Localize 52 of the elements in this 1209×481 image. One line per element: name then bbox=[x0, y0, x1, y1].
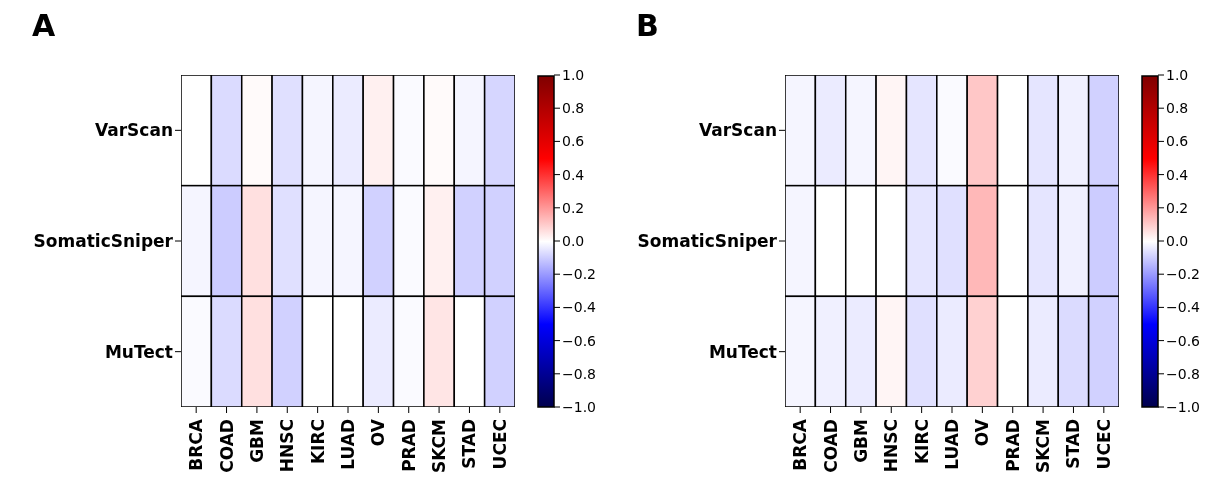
color-bar-label: 0.8 bbox=[562, 100, 585, 117]
color-bar-label: 0.4 bbox=[1166, 166, 1189, 183]
color-bar-label: 1.0 bbox=[562, 66, 585, 83]
color-bar-label: 0.2 bbox=[562, 199, 585, 216]
chart-title: B bbox=[636, 8, 659, 43]
color-bar-label: −0.4 bbox=[1166, 299, 1201, 316]
x-tick-label: BRCA bbox=[186, 418, 207, 471]
x-tick-label: STAD bbox=[1063, 419, 1084, 469]
color-bar-label: −0.2 bbox=[562, 266, 596, 283]
x-tick-label: UCEC bbox=[1093, 419, 1114, 470]
chart-title: A bbox=[32, 8, 56, 43]
x-tick-label: KIRC bbox=[911, 419, 932, 465]
x-tick-label: OV bbox=[972, 418, 993, 447]
y-tick-label: MuTect bbox=[104, 341, 173, 362]
x-tick-label: BRCA bbox=[790, 418, 811, 471]
color-bar-label: −1.0 bbox=[1166, 398, 1200, 415]
x-tick-label: KIRC bbox=[307, 419, 328, 465]
y-tick-label: SomaticSniper bbox=[637, 231, 778, 252]
x-tick-label: LUAD bbox=[942, 419, 962, 470]
x-tick-label: OV bbox=[368, 418, 389, 447]
color-bar-label: −0.2 bbox=[1166, 266, 1200, 283]
x-tick-label: HNSC bbox=[277, 419, 298, 473]
y-tick-label: SomaticSniper bbox=[33, 231, 174, 252]
x-tick-label: COAD bbox=[820, 419, 841, 473]
color-bar-label: 0.0 bbox=[1166, 232, 1189, 249]
color-bar-label: −1.0 bbox=[562, 398, 596, 415]
color-bar-label: 0.4 bbox=[562, 166, 585, 183]
color-bar-label: −0.8 bbox=[562, 365, 596, 382]
x-tick-label: PRAD bbox=[398, 419, 419, 472]
color-bar-label: 0.8 bbox=[1166, 100, 1189, 117]
x-tick-label: GBM bbox=[850, 419, 871, 463]
color-bar-label: 1.0 bbox=[1166, 66, 1189, 83]
x-tick-label: LUAD bbox=[338, 419, 358, 470]
y-tick-label: VarScan bbox=[95, 120, 173, 141]
y-tick-label: MuTect bbox=[708, 341, 777, 362]
color-bar-label: 0.6 bbox=[1166, 133, 1189, 150]
color-bar-label: 0.6 bbox=[562, 133, 585, 150]
color-bar-label: −0.8 bbox=[1166, 365, 1200, 382]
x-tick-label: SKCM bbox=[1033, 419, 1054, 474]
x-tick-label: UCEC bbox=[489, 419, 510, 470]
color-bar-label: −0.6 bbox=[562, 332, 597, 349]
x-tick-label: HNSC bbox=[881, 419, 902, 473]
color-bar-label: −0.4 bbox=[562, 299, 597, 316]
x-tick-label: GBM bbox=[246, 419, 267, 463]
y-tick-label: VarScan bbox=[699, 120, 777, 141]
color-bar-label: 0.0 bbox=[562, 232, 585, 249]
color-bar-label: 0.2 bbox=[1166, 199, 1189, 216]
x-tick-label: COAD bbox=[216, 419, 237, 473]
x-tick-label: SKCM bbox=[429, 419, 450, 474]
x-tick-label: STAD bbox=[459, 419, 480, 469]
x-tick-label: PRAD bbox=[1002, 419, 1023, 472]
color-bar-label: −0.6 bbox=[1166, 332, 1201, 349]
